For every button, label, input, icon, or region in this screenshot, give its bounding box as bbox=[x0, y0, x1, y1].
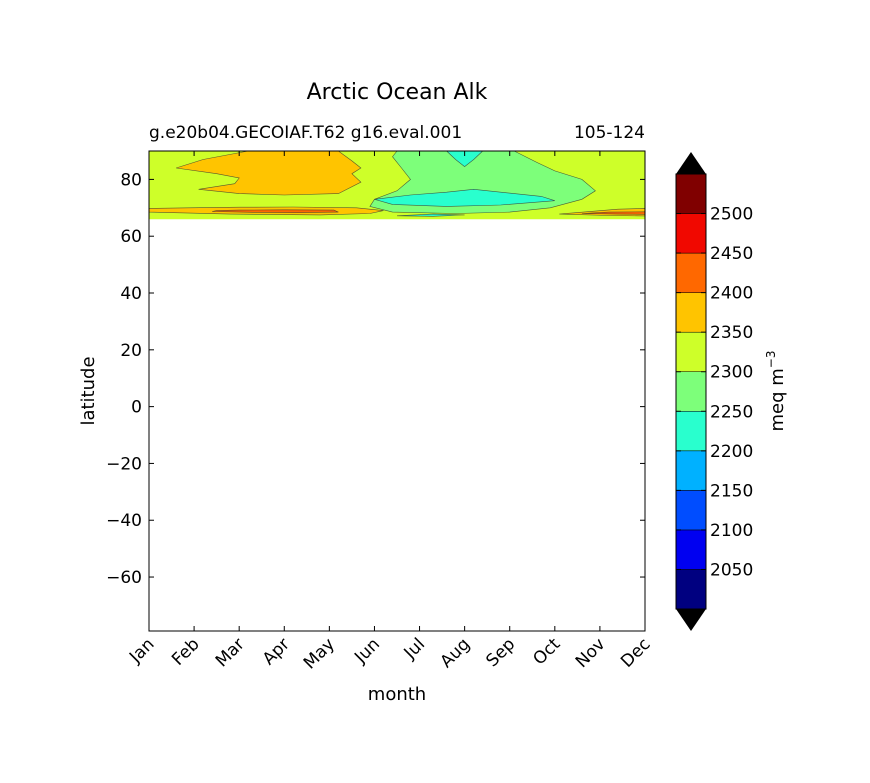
plot-background bbox=[149, 151, 645, 631]
colorbar-over-arrow bbox=[676, 152, 706, 174]
colorbar-tick-label-2400: 2400 bbox=[710, 284, 753, 304]
x-tick-label-May: May bbox=[300, 634, 339, 673]
y-tick-label--20: −20 bbox=[106, 454, 142, 474]
x-tick-label-Dec: Dec bbox=[617, 634, 654, 671]
colorbar-segment-2450-2500 bbox=[675, 213, 707, 254]
y-tick-label-40: 40 bbox=[120, 284, 142, 304]
colorbar-segment-2250-2300 bbox=[675, 371, 707, 412]
x-tick-label-Aug: Aug bbox=[437, 634, 475, 672]
y-tick-label-60: 60 bbox=[120, 227, 142, 247]
colorbar-segment-2350-2400 bbox=[675, 292, 707, 333]
colorbar-label-unit: meq m bbox=[767, 368, 788, 431]
contour-region-2400-2450 bbox=[212, 209, 339, 213]
x-tick-label-Jan: Jan bbox=[125, 634, 158, 667]
colorbar-tick-label-2200: 2200 bbox=[710, 442, 753, 462]
colorbar-tick-label-2500: 2500 bbox=[710, 205, 753, 225]
colorbar-tick-label-2150: 2150 bbox=[710, 481, 753, 501]
contour-region-2350-2400 bbox=[176, 150, 362, 196]
chart-subtitle-right: 105-124 bbox=[574, 123, 645, 143]
colorbar-label-exponent: −3 bbox=[764, 351, 778, 369]
colorbar-segment-2150-2200 bbox=[675, 450, 707, 491]
x-tick-label-Apr: Apr bbox=[259, 634, 294, 669]
x-tick-label-Feb: Feb bbox=[168, 634, 203, 669]
colorbar: 2050 2100 2150 2200 2250 2300 2350 2400 2450 2500 bbox=[675, 152, 753, 631]
x-axis-label: month bbox=[368, 684, 426, 705]
colorbar-tick-label-2450: 2450 bbox=[710, 244, 753, 264]
y-axis: 80 60 40 20 0 −20 −40 −60 bbox=[106, 170, 645, 588]
y-tick-label-20: 20 bbox=[120, 341, 142, 361]
colorbar-tick-label-2350: 2350 bbox=[710, 323, 753, 343]
colorbar-segment-2400-2450 bbox=[675, 252, 707, 293]
colorbar-frame bbox=[675, 173, 707, 610]
y-tick-label--60: −60 bbox=[106, 568, 142, 588]
contour-region-2200-2250 bbox=[396, 213, 465, 217]
colorbar-segment-2000-2050 bbox=[675, 569, 707, 610]
colorbar-segment-2500-2550 bbox=[675, 173, 707, 214]
x-tick-label-Mar: Mar bbox=[212, 634, 249, 671]
x-tick-label-Jun: Jun bbox=[350, 634, 384, 668]
y-tick-label--40: −40 bbox=[106, 511, 142, 531]
y-tick-label-80: 80 bbox=[120, 170, 142, 190]
x-tick-label-Oct: Oct bbox=[529, 634, 564, 669]
chart-subtitle-left: g.e20b04.GECOIAF.T62 g16.eval.001 bbox=[149, 123, 462, 143]
x-tick-label-Nov: Nov bbox=[572, 634, 610, 672]
colorbar-tick-label-2300: 2300 bbox=[710, 363, 753, 383]
y-tick-label-0: 0 bbox=[131, 398, 142, 418]
colorbar-under-arrow bbox=[676, 609, 706, 631]
colorbar-tick-label-2250: 2250 bbox=[710, 402, 753, 422]
plot-frame bbox=[148, 150, 646, 632]
x-tick-label-Sep: Sep bbox=[482, 634, 519, 671]
contour-region-2200-2250 bbox=[374, 188, 555, 207]
colorbar-tick-label-2100: 2100 bbox=[710, 521, 753, 541]
colorbar-tick-label-2050: 2050 bbox=[710, 560, 753, 580]
chart-title: Arctic Ocean Alk bbox=[307, 80, 488, 105]
colorbar-segment-2050-2100 bbox=[675, 529, 707, 570]
colorbar-segment-2300-2350 bbox=[675, 331, 707, 372]
colorbar-label: meq m−3 bbox=[764, 351, 788, 432]
colorbar-segment-2200-2250 bbox=[675, 411, 707, 452]
y-axis-label: latitude bbox=[78, 356, 99, 425]
plot-area bbox=[148, 150, 646, 632]
x-tick-label-Jul: Jul bbox=[400, 634, 429, 663]
colorbar-segment-2100-2150 bbox=[675, 490, 707, 531]
